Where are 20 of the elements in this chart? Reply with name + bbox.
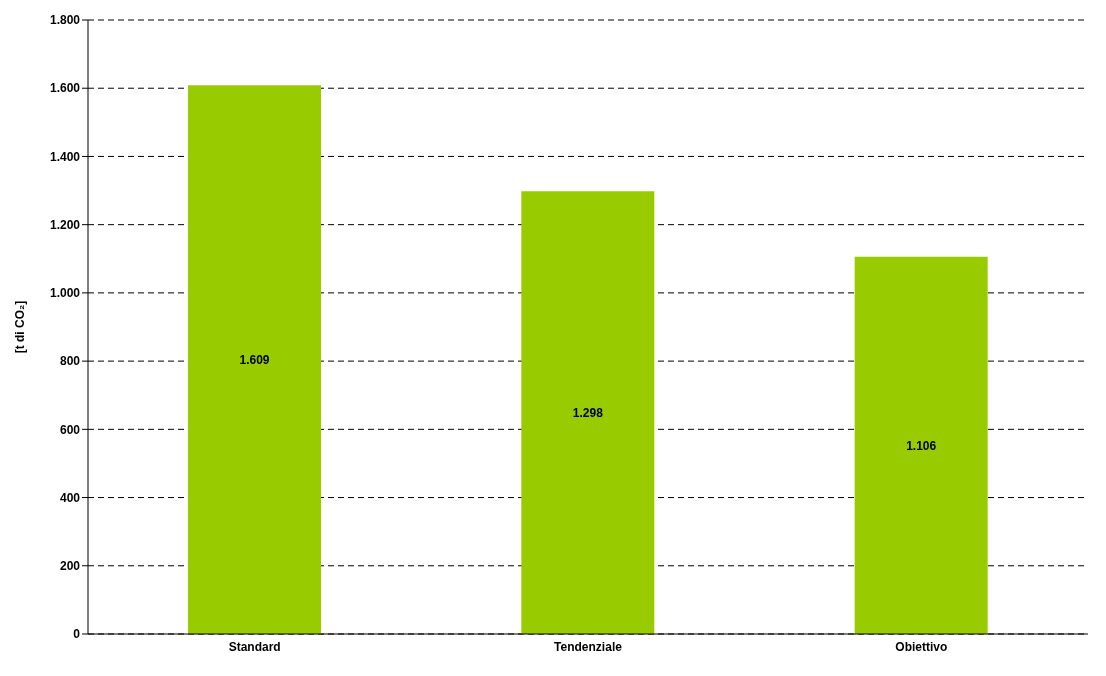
y-tick-label: 1.400 [49, 149, 81, 164]
data-label: 1.609 [239, 352, 270, 367]
bar [188, 85, 321, 634]
y-tick-label: 0 [73, 627, 81, 642]
y-tick-label: 1.000 [49, 286, 81, 301]
bar [854, 256, 988, 634]
x-tick-label: Obiettivo [895, 639, 948, 654]
bar [521, 191, 655, 634]
y-tick-label: 600 [59, 422, 81, 437]
y-axis-title: [t di CO₂] [13, 300, 28, 354]
y-tick-label: 800 [59, 354, 81, 369]
data-label: 1.298 [572, 405, 604, 420]
data-label: 1.106 [906, 438, 937, 453]
x-tick-label: Tendenziale [554, 639, 623, 654]
y-tick-label: 1.200 [49, 217, 81, 232]
y-tick-label: 1.800 [49, 13, 81, 28]
y-tick-label: 1.600 [49, 81, 81, 96]
y-tick-label: 200 [59, 559, 81, 574]
x-tick-label: Standard [228, 639, 281, 654]
y-tick-label: 400 [59, 490, 81, 505]
